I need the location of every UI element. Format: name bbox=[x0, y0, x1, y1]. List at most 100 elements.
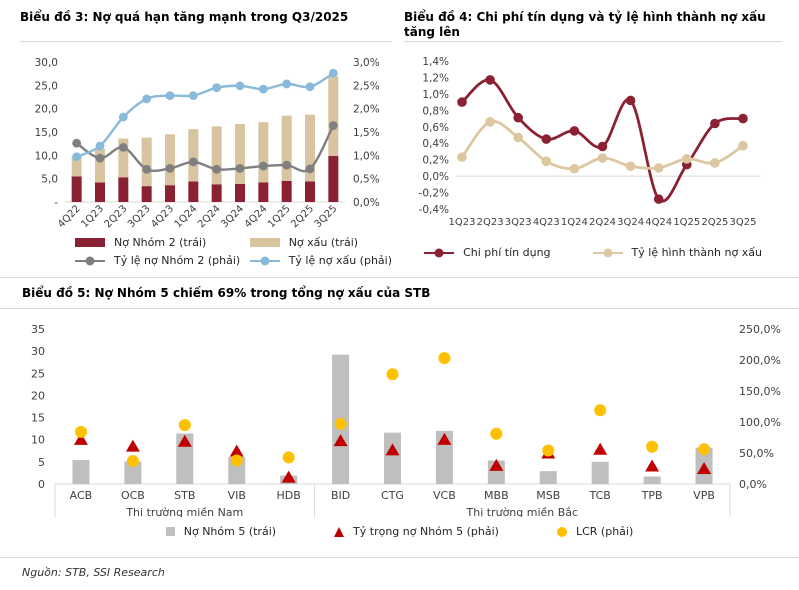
npl-bars bbox=[95, 148, 105, 183]
legend-marker-dot bbox=[260, 256, 270, 265]
credit-cost-line-swatch-icon bbox=[424, 248, 455, 257]
legend-label: LCR (phải) bbox=[575, 525, 634, 538]
svg-text:0,6%: 0,6% bbox=[422, 122, 449, 134]
bank-label: TCB bbox=[589, 489, 611, 502]
svg-text:15: 15 bbox=[31, 412, 45, 425]
svg-text:3Q23: 3Q23 bbox=[505, 217, 532, 228]
svg-text:2Q25: 2Q25 bbox=[701, 217, 728, 228]
svg-text:1,0%: 1,0% bbox=[353, 150, 380, 162]
chart5-title: Biểu đồ 5: Nợ Nhóm 5 chiếm 69% trong tổn… bbox=[22, 286, 431, 300]
legend-label: Nợ xấu (trái) bbox=[288, 236, 359, 249]
lcr-dots bbox=[74, 352, 711, 468]
npl-ratio-line-swatch-icon bbox=[249, 256, 280, 265]
npl-bars bbox=[71, 156, 82, 177]
chart4-canvas: -0,4% -0,2% 0,0% 0,2% 0,4% 0,6% 0,8% 1,0% 1,2% 1,… bbox=[419, 56, 761, 228]
svg-text:250,0%: 250,0% bbox=[739, 323, 781, 336]
x-tick-label: 2Q24 bbox=[196, 203, 223, 230]
svg-text:0,0%: 0,0% bbox=[422, 171, 449, 183]
svg-text:2Q23: 2Q23 bbox=[477, 217, 504, 228]
svg-text:3Q24: 3Q24 bbox=[617, 217, 644, 228]
svg-text:1,0%: 1,0% bbox=[422, 89, 449, 101]
group5-share-triangles bbox=[73, 432, 712, 483]
chart5-title-divider bbox=[0, 308, 799, 309]
group2-debt-bars bbox=[328, 155, 339, 202]
group2-debt-bars bbox=[235, 183, 245, 202]
npl-ratio-line bbox=[72, 68, 338, 162]
group2-debt-bars bbox=[211, 184, 222, 202]
x-tick-label: 3Q24 bbox=[219, 203, 246, 230]
chart3-section: Biểu đồ 3: Nợ quá hạn tăng mạnh trong Q3… bbox=[20, 6, 392, 272]
npl-bars bbox=[305, 114, 315, 182]
group5-share-triangle-swatch-icon bbox=[334, 526, 345, 537]
svg-text:10: 10 bbox=[31, 434, 45, 447]
legend-item-group2-debt: Nợ Nhóm 2 (trái) bbox=[75, 236, 242, 249]
group2-debt-bars bbox=[71, 176, 82, 202]
group2-debt-bars bbox=[141, 186, 152, 202]
footer: Nguồn: STB, SSI Research bbox=[0, 557, 799, 587]
chart5-canvas: 0 5 10 15 20 25 30 35 0,0% 50,0% 100,0% 150,0% 200,0… bbox=[31, 323, 781, 517]
bank-label: VPB bbox=[693, 489, 715, 502]
svg-text:5: 5 bbox=[38, 456, 45, 469]
credit-cost-line bbox=[457, 75, 748, 204]
svg-text:0,8%: 0,8% bbox=[422, 105, 449, 117]
x-tick-label: 4Q23 bbox=[149, 203, 176, 230]
legend-item-group5-share: Tỷ trọng nợ Nhóm 5 (phải) bbox=[334, 525, 499, 538]
svg-text:1,2%: 1,2% bbox=[422, 72, 449, 84]
x-tick-label: 2Q23 bbox=[103, 203, 130, 230]
chart4-title: Biểu đồ 4: Chi phí tín dụng và tỷ lệ hìn… bbox=[404, 10, 766, 39]
npl-bars bbox=[281, 115, 292, 181]
chart4-title-row: Biểu đồ 4: Chi phí tín dụng và tỷ lệ hìn… bbox=[404, 6, 782, 42]
chart5-legend: Nợ Nhóm 5 (trái) Tỷ trọng nợ Nhóm 5 (phả… bbox=[0, 525, 799, 543]
svg-text:50,0%: 50,0% bbox=[739, 447, 774, 460]
svg-text:150,0%: 150,0% bbox=[739, 385, 781, 398]
svg-text:100,0%: 100,0% bbox=[739, 416, 781, 429]
chart3-legend: Nợ Nhóm 2 (trái) Tỷ lệ nợ Nhóm 2 (phải) … bbox=[20, 236, 392, 272]
svg-text:-0,4%: -0,4% bbox=[419, 204, 449, 216]
bank-label: VIB bbox=[228, 489, 246, 502]
svg-text:3,0%: 3,0% bbox=[353, 57, 380, 69]
svg-text:1,4%: 1,4% bbox=[422, 56, 449, 68]
chart3-title: Biểu đồ 3: Nợ quá hạn tăng mạnh trong Q3… bbox=[20, 10, 349, 24]
npl-formation-line-swatch-icon bbox=[592, 248, 623, 257]
legend-label: Tỷ lệ hình thành nợ xấu bbox=[631, 246, 762, 259]
svg-text:0,2%: 0,2% bbox=[422, 155, 449, 167]
npl-bars bbox=[141, 137, 152, 187]
npl-formation-line bbox=[457, 117, 748, 174]
bank-label: ACB bbox=[70, 489, 93, 502]
svg-text:4Q23: 4Q23 bbox=[533, 217, 560, 228]
lcr-dot-swatch-icon bbox=[556, 526, 567, 537]
legend-label: Nợ Nhóm 2 (trái) bbox=[114, 236, 207, 249]
market-group-label: Thị trường miền Bắc bbox=[466, 506, 579, 517]
legend-label: Chi phí tín dụng bbox=[463, 246, 551, 259]
svg-text:200,0%: 200,0% bbox=[739, 354, 781, 367]
svg-text:1Q25: 1Q25 bbox=[673, 217, 700, 228]
svg-text:35: 35 bbox=[31, 323, 45, 336]
source-note: Nguồn: STB, SSI Research bbox=[22, 566, 165, 579]
svg-text:0,4%: 0,4% bbox=[422, 138, 449, 150]
npl-bars bbox=[235, 124, 245, 184]
svg-text:4Q24: 4Q24 bbox=[645, 217, 672, 228]
group2-ratio-line bbox=[72, 121, 338, 174]
npl-bars bbox=[118, 138, 129, 178]
legend-item-credit-cost: Chi phí tín dụng bbox=[424, 246, 551, 259]
bank-label: MSB bbox=[536, 489, 560, 502]
group2-ratio-line-swatch-icon bbox=[75, 256, 105, 265]
group2-debt-bars bbox=[118, 177, 129, 202]
svg-text:-0,2%: -0,2% bbox=[419, 188, 449, 200]
svg-text:2,5%: 2,5% bbox=[353, 80, 380, 92]
svg-text:5,0: 5,0 bbox=[41, 174, 58, 186]
x-tick-label: 1Q25 bbox=[266, 203, 293, 230]
svg-text:0,0%: 0,0% bbox=[353, 197, 380, 209]
svg-text:0: 0 bbox=[38, 478, 45, 491]
bank-label: STB bbox=[174, 489, 195, 502]
legend-marker-dot bbox=[85, 256, 95, 265]
bank-label: OCB bbox=[121, 489, 145, 502]
legend-marker-dot bbox=[603, 248, 613, 257]
svg-text:25,0: 25,0 bbox=[35, 80, 58, 92]
npl-bars bbox=[211, 126, 222, 185]
svg-text:2,0%: 2,0% bbox=[353, 104, 380, 116]
stacked-bars bbox=[71, 76, 339, 202]
group2-debt-bars bbox=[258, 182, 269, 202]
npl-bars bbox=[328, 76, 339, 156]
bank-label: HDB bbox=[277, 489, 301, 502]
